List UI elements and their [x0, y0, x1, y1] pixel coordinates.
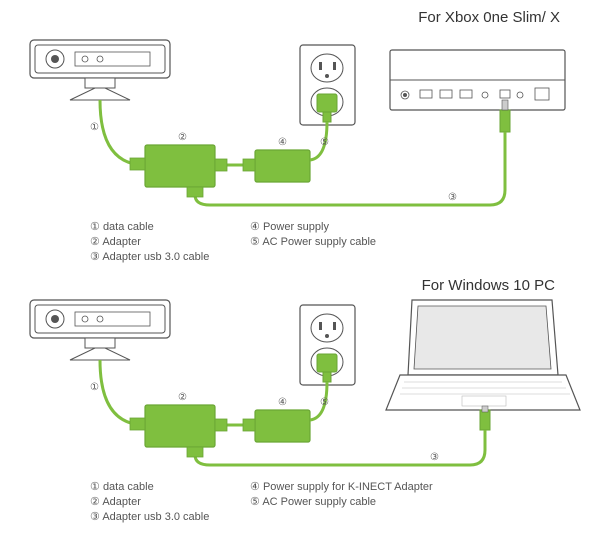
wiring-diagram: For Xbox 0ne Slim/ X	[0, 0, 600, 533]
svg-text:⑤ AC Power supply cable: ⑤ AC Power supply cable	[250, 236, 376, 248]
svg-text:③: ③	[448, 192, 457, 203]
svg-text:④: ④	[278, 397, 287, 408]
laptop	[386, 300, 580, 430]
svg-text:⑤: ⑤	[320, 397, 329, 408]
svg-text:④: ④	[278, 137, 287, 148]
svg-text:④ Power supply: ④ Power supply	[250, 221, 329, 233]
adapter-box-bottom	[145, 405, 215, 447]
kinect-sensor-top	[30, 40, 170, 100]
svg-text:① data cable: ① data cable	[90, 481, 154, 493]
adapter-box-top	[145, 145, 215, 187]
svg-text:②: ②	[178, 392, 187, 403]
wall-outlet-top	[300, 45, 355, 125]
cable-3-top	[195, 132, 505, 205]
svg-text:② Adapter: ② Adapter	[90, 236, 141, 248]
svg-text:③ Adapter usb 3.0 cable: ③ Adapter usb 3.0 cable	[90, 511, 209, 523]
legend-top: ① data cable ② Adapter ③ Adapter usb 3.0…	[90, 221, 376, 263]
cable-1-bottom	[100, 360, 145, 425]
svg-text:②: ②	[178, 132, 187, 143]
title-xbox: For Xbox 0ne Slim/ X	[418, 9, 560, 26]
kinect-sensor-bottom	[30, 300, 170, 360]
cable-1-top	[100, 100, 145, 165]
svg-text:③: ③	[430, 452, 439, 463]
svg-text:①: ①	[90, 382, 99, 393]
svg-text:③ Adapter usb 3.0 cable: ③ Adapter usb 3.0 cable	[90, 251, 209, 263]
legend-bottom: ① data cable ② Adapter ③ Adapter usb 3.0…	[90, 481, 433, 523]
power-supply-bottom	[255, 410, 310, 442]
svg-text:④ Power supply for K-INECT Ada: ④ Power supply for K-INECT Adapter	[250, 481, 433, 493]
xbox-console	[390, 50, 565, 132]
svg-text:② Adapter: ② Adapter	[90, 496, 141, 508]
title-pc: For Windows 10 PC	[422, 277, 556, 294]
svg-text:①: ①	[90, 122, 99, 133]
cable-3-bottom	[195, 430, 485, 465]
svg-text:⑤: ⑤	[320, 137, 329, 148]
wall-outlet-bottom	[300, 305, 355, 385]
svg-text:⑤ AC Power supply cable: ⑤ AC Power supply cable	[250, 496, 376, 508]
svg-text:① data cable: ① data cable	[90, 221, 154, 233]
power-supply-top	[255, 150, 310, 182]
